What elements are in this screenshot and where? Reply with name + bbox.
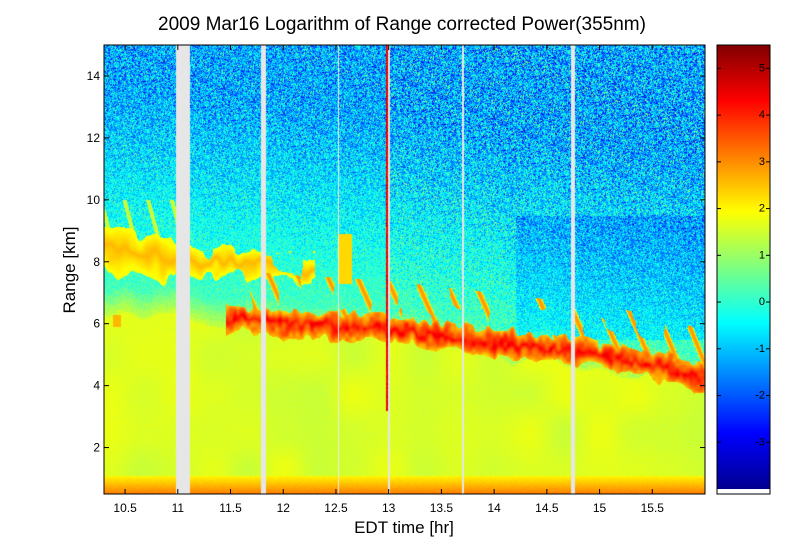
y-tick-label: 10 <box>87 193 101 207</box>
colorbar <box>717 45 770 489</box>
x-tick-label: 11 <box>172 501 185 515</box>
y-axis-label: Range [km] <box>60 227 79 314</box>
y-tick-label: 6 <box>93 317 100 331</box>
x-tick-label: 13 <box>382 501 396 515</box>
x-tick-label: 12.5 <box>324 501 348 515</box>
colorbar-tick-label: 1 <box>759 249 765 261</box>
colorbar-tick-label: 0 <box>759 296 765 308</box>
x-tick-label: 14.5 <box>535 501 559 515</box>
x-tick-label: 10.5 <box>113 501 137 515</box>
chart-title: 2009 Mar16 Logarithm of Range corrected … <box>158 14 646 35</box>
x-axis-label: EDT time [hr] <box>354 518 454 537</box>
colorbar-frame <box>716 44 771 495</box>
y-tick-label: 2 <box>93 441 100 455</box>
colorbar-tick-label: 3 <box>759 156 765 168</box>
y-tick-label: 12 <box>87 131 101 145</box>
y-tick-label: 14 <box>87 69 101 83</box>
colorbar-tick-label: 4 <box>759 109 765 121</box>
x-tick-label: 13.5 <box>430 501 454 515</box>
y-tick-label: 4 <box>93 379 100 393</box>
x-tick-label: 11.5 <box>219 501 242 515</box>
colorbar-tick-label: -2 <box>755 390 765 402</box>
colorbar-axis: -3 -2 -1 0 1 2 3 4 5 <box>717 62 770 448</box>
x-tick-label: 12 <box>277 501 291 515</box>
colorbar-gap <box>717 489 770 494</box>
colorbar-tick-label: 5 <box>759 62 765 74</box>
x-tick-label: 15 <box>593 501 607 515</box>
x-tick-label: 14 <box>487 501 501 515</box>
heatmap-image <box>104 45 705 494</box>
colorbar-tick-label: 2 <box>759 203 765 215</box>
plot-frame <box>103 44 706 495</box>
colorbar-tick-label: -3 <box>755 436 765 448</box>
colorbar-tick-label: -1 <box>755 343 765 355</box>
y-tick-label: 8 <box>93 255 100 269</box>
y-axis: 2 4 6 8 10 12 14 <box>87 69 705 455</box>
x-tick-label: 15.5 <box>641 501 665 515</box>
x-axis: 10.5 11 11.5 12 12.5 13 13.5 14 14.5 15 15.5 <box>113 45 664 515</box>
